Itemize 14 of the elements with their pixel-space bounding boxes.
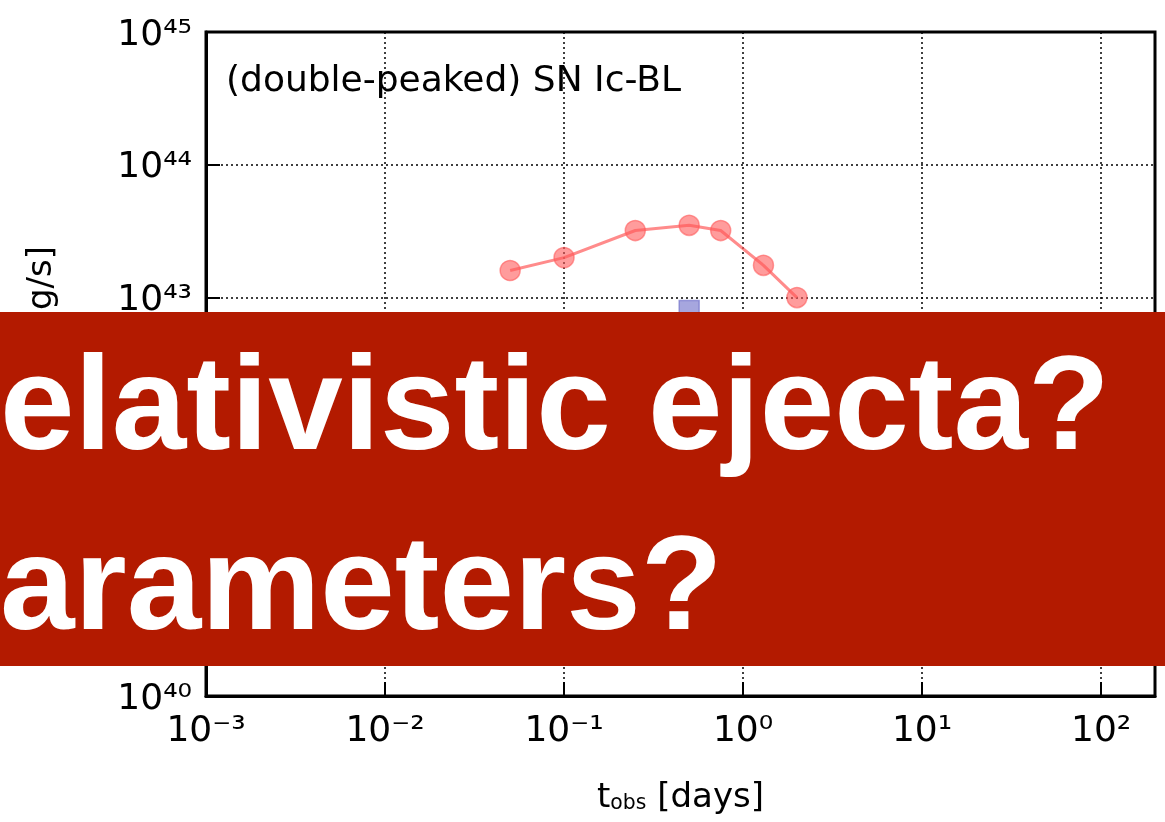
y-tick-label: 10⁴⁴ xyxy=(117,144,192,186)
x-tick-label: 10² xyxy=(1070,707,1132,749)
x-tick-label: 10⁻² xyxy=(345,707,425,749)
y-tick-label: 10⁴⁵ xyxy=(117,11,192,53)
annotation: elativistic ejecta? xyxy=(0,327,1110,479)
annotation: arameters? xyxy=(0,507,723,659)
x-axis-title: tobs [days] xyxy=(597,775,764,815)
x-tick-label: 10⁻³ xyxy=(166,707,246,749)
y-axis-title: g/s] xyxy=(19,245,59,310)
x-tick-label: 10⁰ xyxy=(712,707,774,749)
x-tick-label: 10¹ xyxy=(891,707,953,749)
banner: elativistic ejecta? arameters? xyxy=(0,312,1165,666)
annotation: (double-peaked) SN Ic-BL xyxy=(226,57,681,99)
x-tick-label: 10⁻¹ xyxy=(524,707,604,749)
